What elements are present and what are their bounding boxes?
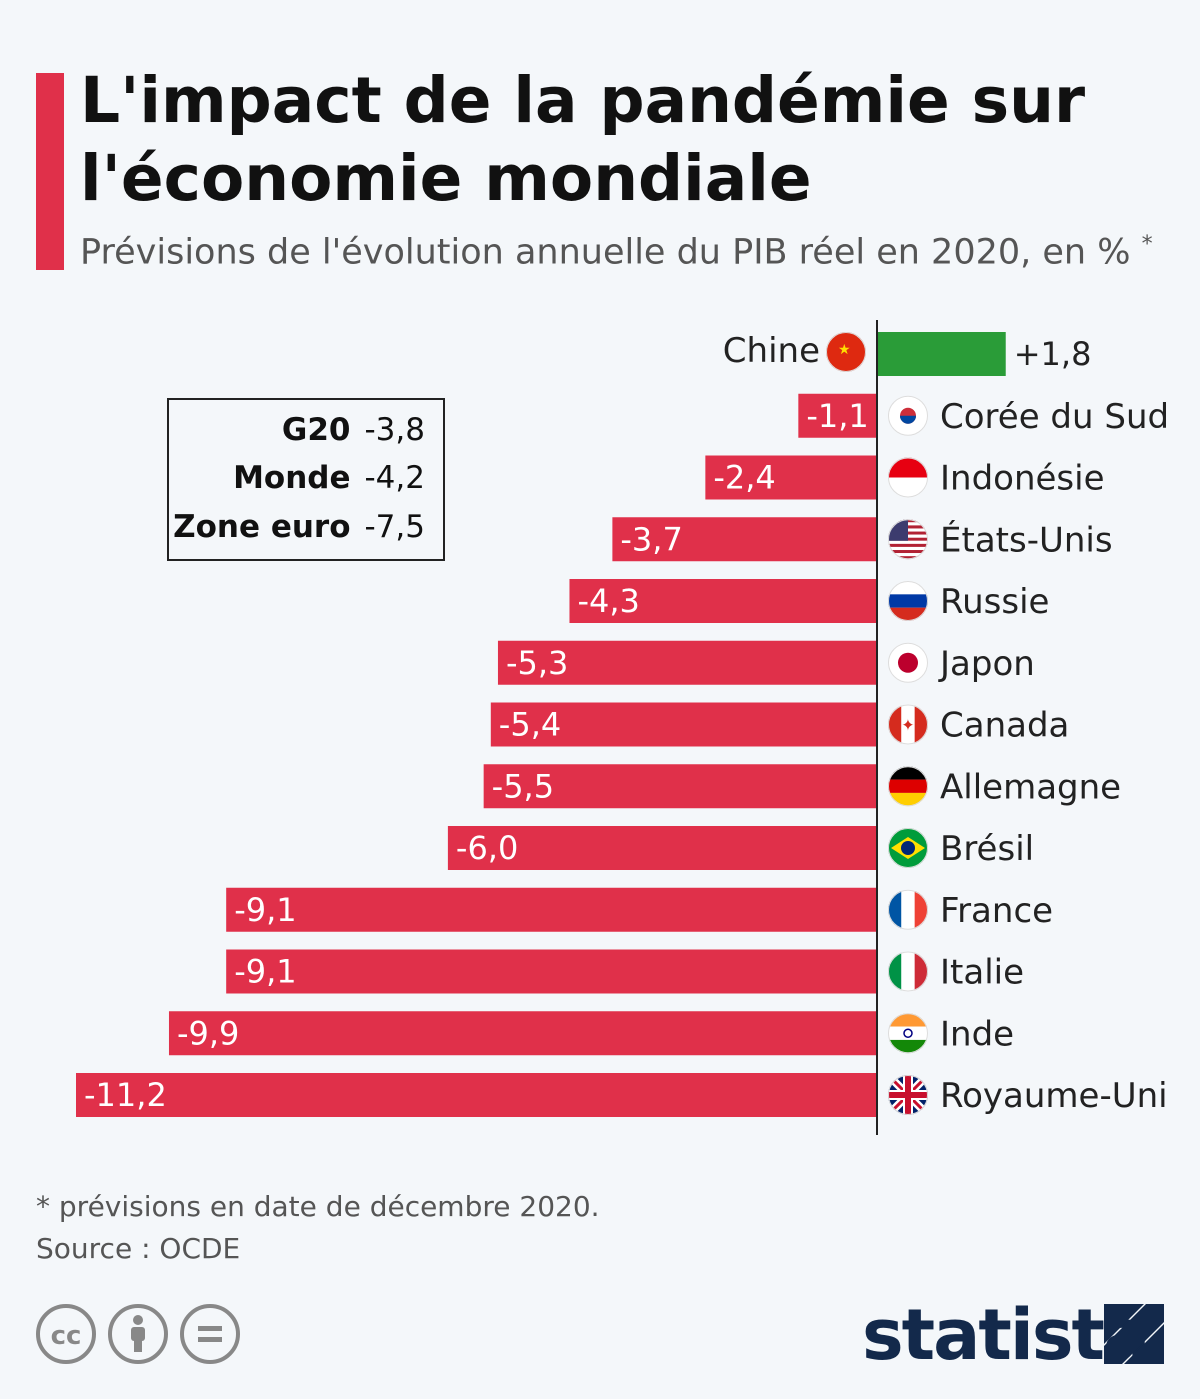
bar-row: -5,3 Japon [497,640,1035,685]
category-label: Russie [940,582,1049,622]
bar-row: -9,9 Inde [168,1011,1014,1056]
legend-value: -3,8 [364,412,426,448]
italy-flag-icon [888,951,928,992]
france-flag-icon [888,889,928,930]
bar-row: -2,4 Indonésie [705,455,1105,500]
south-korea-flag-icon [888,395,928,436]
bar [497,640,877,685]
uk-flag-icon [888,1075,928,1115]
bar [76,1073,877,1117]
data-label: -5,4 [499,706,561,744]
category-label: Chine [723,331,820,371]
page-title: L'impact de la pandémie sur l'économie mo… [80,62,1085,218]
usa-flag-icon [888,519,928,560]
source: Source : OCDE [36,1232,241,1265]
data-label: -1,1 [806,397,868,435]
category-label: Italie [940,953,1024,993]
data-label: -5,3 [506,644,568,682]
bar [226,887,877,932]
bar-row: -3,7 États-Unis [612,517,1113,562]
data-label: -9,9 [177,1014,239,1052]
category-label: États-Unis [940,519,1113,560]
bar-row: -9,1 Italie [226,949,1024,994]
bar-row: -1,1 Corée du Sud [798,393,1169,438]
bar-row: +1,8 ★ Chine [723,331,1092,376]
brazil-flag-icon [888,828,928,868]
legend-label: G20 [281,412,351,448]
india-flag-icon [888,1013,928,1054]
bar [705,455,877,500]
category-label: Brésil [940,829,1034,869]
legend-value: -4,2 [364,460,426,496]
category-label: France [940,891,1053,931]
data-label: -6,0 [456,829,518,867]
subtitle: Prévisions de l'évolution annuelle du PI… [80,232,1153,273]
data-label: -9,1 [234,891,296,929]
legend-label: Monde [233,460,351,496]
statista-mark-icon [1104,1304,1164,1364]
legend-row-zone-euro: Zone euro -7,5 [173,509,425,545]
canada-flag-icon: ✦ [888,704,928,745]
legend-box: G20 -3,8 Monde -4,2 Zone euro -7,5 [167,398,445,561]
data-label: -3,7 [620,520,682,558]
bar [483,764,877,809]
data-label: +1,8 [1014,335,1092,373]
bar-chart: +1,8★Chine-1,1 Corée du Sud-2,4 Indonésie-… [76,320,1169,1135]
category-label: Canada [940,706,1069,746]
statista-logo[interactable]: statista [862,1294,1164,1376]
bar-row: -5,5 Allemagne [483,764,1121,809]
svg-text:cc: cc [51,1321,82,1351]
legend-row-monde: Monde -4,2 [233,460,425,496]
data-label: -5,5 [492,767,554,805]
title-line-1: L'impact de la pandémie sur [80,64,1086,137]
cc-icon[interactable]: cc [36,1304,96,1364]
bar [798,393,877,438]
category-label: Royaume-Uni [940,1076,1168,1116]
data-label: -2,4 [713,459,775,497]
bar [569,579,877,623]
subtitle-text: Prévisions de l'évolution annuelle du PI… [80,232,1131,273]
legend-value: -7,5 [364,509,426,545]
accent-bar [36,73,64,270]
russia-flag-icon [888,581,928,621]
data-label: -4,3 [577,582,639,620]
bar [447,826,877,870]
bar-row: -9,1 France [226,887,1053,932]
china-flag-icon: ★ [826,332,866,372]
bar-row: -11,2 Royaume-Uni [76,1073,1168,1117]
germany-flag-icon [888,766,928,807]
bar [168,1011,878,1056]
legend-row-g20: G20 -3,8 [282,412,425,448]
bar [490,702,877,747]
data-label: -9,1 [234,953,296,991]
svg-text:✦: ✦ [901,716,914,735]
category-label: Corée du Sud [940,397,1169,437]
by-icon[interactable] [108,1304,168,1364]
category-label: Indonésie [940,459,1105,499]
japan-flag-icon [888,642,928,683]
bar [226,949,877,994]
category-label: Inde [940,1014,1014,1054]
category-label: Allemagne [940,767,1121,807]
title-line-2: l'économie mondiale [80,142,812,215]
bar-row: -4,3 Russie [569,579,1049,623]
bar-row: -5,4 ✦ Canada [490,702,1069,747]
bar [612,517,877,562]
bar [877,332,1006,376]
indonesia-flag-icon [888,457,928,498]
footnote: * prévisions en date de décembre 2020. [36,1190,600,1223]
data-label: -11,2 [84,1076,167,1114]
category-label: Japon [938,644,1035,684]
subtitle-footnote-mark: * [1141,232,1153,257]
svg-text:★: ★ [838,342,851,358]
bar-row: -6,0 Brésil [447,826,1034,870]
logo-text: statista [862,1294,1150,1376]
legend-label: Zone euro [173,509,351,545]
nd-icon[interactable] [180,1304,240,1364]
